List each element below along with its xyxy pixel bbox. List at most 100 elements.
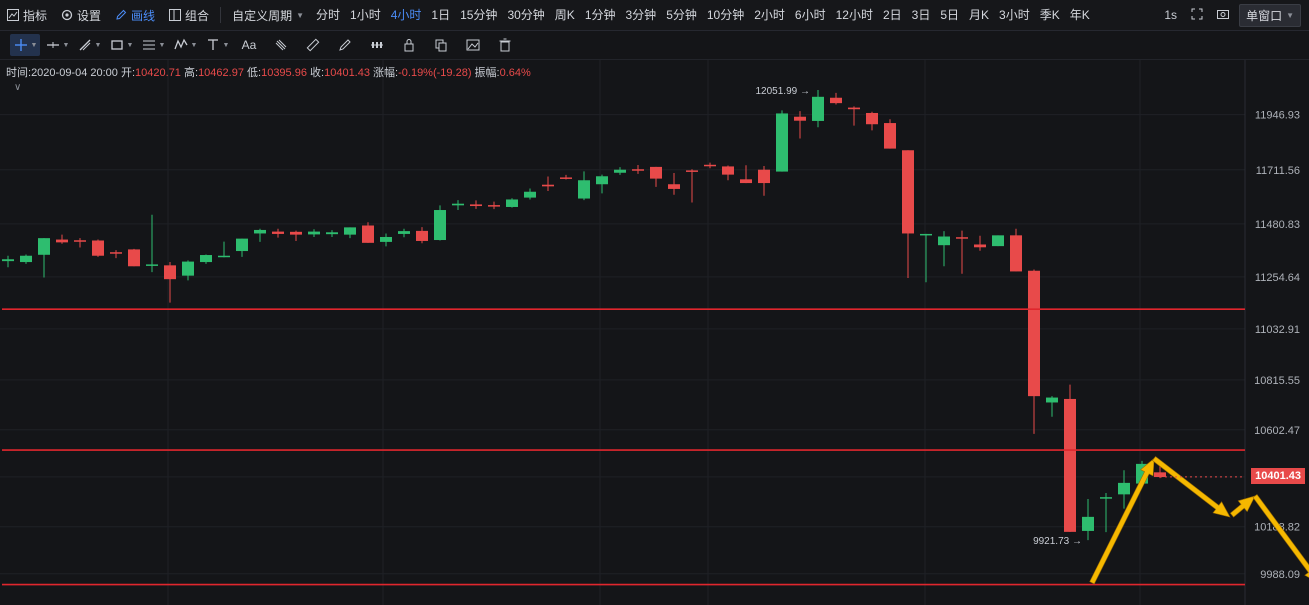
lock-drawings-tool[interactable] bbox=[362, 34, 392, 56]
trend-line-tool[interactable]: ▼ bbox=[74, 34, 104, 56]
candle-body bbox=[1010, 235, 1022, 272]
candle-body bbox=[380, 236, 392, 242]
candle-body bbox=[20, 255, 32, 263]
period-option[interactable]: 3小时 bbox=[999, 8, 1030, 22]
candle-body bbox=[650, 166, 662, 179]
candle-body bbox=[326, 232, 338, 235]
indicator-label: 指标 bbox=[23, 8, 48, 23]
text-tool[interactable]: Aa bbox=[234, 34, 264, 56]
candle-body bbox=[794, 116, 806, 121]
combo-button[interactable]: 组合 bbox=[162, 0, 216, 30]
custom-period-dropdown[interactable]: 自定义周期 ▼ bbox=[225, 0, 311, 30]
projection-arrow-target bbox=[1252, 494, 1309, 578]
window-mode-select[interactable]: 单窗口 ▼ bbox=[1239, 3, 1301, 27]
settings-button[interactable]: 设置 bbox=[54, 0, 108, 30]
candle-body bbox=[938, 236, 950, 246]
lock-icon bbox=[404, 39, 414, 52]
fibonacci-tool[interactable]: ▼ bbox=[138, 34, 168, 56]
period-option[interactable]: 6小时 bbox=[794, 8, 826, 22]
candle-body bbox=[290, 231, 302, 235]
candle-body bbox=[578, 180, 590, 199]
caret-down-icon: ▼ bbox=[296, 10, 304, 20]
ruler-tool[interactable] bbox=[298, 34, 328, 56]
change-value: -0.19%(-19.28) bbox=[398, 67, 472, 79]
candle-body bbox=[956, 237, 968, 239]
candle-body bbox=[632, 169, 644, 171]
candle-body bbox=[524, 191, 536, 198]
interval-button[interactable]: 1s bbox=[1164, 8, 1178, 22]
period-option[interactable]: 3日 bbox=[911, 8, 931, 22]
crosshair-icon bbox=[14, 39, 27, 51]
copy-tool[interactable] bbox=[426, 34, 456, 56]
max-price-marker: 12051.99 → bbox=[756, 86, 811, 97]
text-tool-label: Aa bbox=[241, 38, 257, 52]
period-option[interactable]: 分时 bbox=[316, 8, 341, 22]
period-option[interactable]: 季K bbox=[1039, 8, 1060, 22]
current-price-tag: 10401.43 bbox=[1251, 467, 1305, 484]
period-option[interactable]: 年K bbox=[1069, 8, 1090, 22]
y-tick-label: 11711.56 bbox=[1256, 165, 1300, 177]
candle-body bbox=[866, 112, 878, 125]
candle-body bbox=[236, 238, 248, 252]
lock-tool[interactable] bbox=[394, 34, 424, 56]
fibonacci-icon bbox=[142, 40, 155, 50]
period-option[interactable]: 1小时 bbox=[350, 8, 381, 22]
candle-body bbox=[992, 235, 1004, 247]
candle-body bbox=[614, 169, 626, 173]
period-option[interactable]: 1日 bbox=[431, 8, 451, 22]
period-list: 分时 1小时 4小时 1日 15分钟 30分钟 周K 1分钟 3分钟 5分钟 10分钟 2小时 6小时 1… bbox=[311, 0, 1095, 30]
brush-tool[interactable] bbox=[330, 34, 360, 56]
period-option[interactable]: 10分钟 bbox=[706, 8, 745, 22]
close-value: 10401.43 bbox=[324, 67, 370, 79]
period-option[interactable]: 2小时 bbox=[754, 8, 785, 22]
candle-body bbox=[218, 255, 230, 258]
period-option[interactable]: 12小时 bbox=[835, 8, 873, 22]
screenshot-icon[interactable] bbox=[1213, 8, 1233, 23]
period-option[interactable]: 5分钟 bbox=[666, 8, 697, 22]
candlestick-chart[interactable]: 11946.93 11711.56 11480.83 11254.64 11032.91… bbox=[0, 60, 1309, 605]
magnet-tool[interactable] bbox=[266, 34, 296, 56]
time-label: 时间: bbox=[6, 67, 32, 79]
y-tick-label: 9988.09 bbox=[1260, 569, 1300, 581]
wave-tool[interactable]: ▼ bbox=[170, 34, 200, 56]
period-option[interactable]: 周K bbox=[554, 8, 575, 22]
period-option[interactable]: 30分钟 bbox=[507, 8, 545, 22]
rectangle-icon bbox=[110, 40, 123, 50]
candle-body bbox=[362, 225, 374, 243]
bars-icon bbox=[371, 42, 383, 48]
hide-drawings-tool[interactable] bbox=[458, 34, 488, 56]
period-option[interactable]: 3分钟 bbox=[625, 8, 657, 22]
candle-body bbox=[272, 231, 284, 234]
period-option[interactable]: 4小时 bbox=[390, 8, 422, 22]
period-option[interactable]: 1分钟 bbox=[584, 8, 616, 22]
delete-drawings-tool[interactable] bbox=[490, 34, 520, 56]
candle-body bbox=[434, 210, 446, 241]
candle-body bbox=[668, 184, 680, 189]
candle-body bbox=[416, 230, 428, 241]
candle-body bbox=[974, 244, 986, 248]
caret-down-icon: ▼ bbox=[30, 41, 38, 49]
draw-line-label: 画线 bbox=[131, 8, 156, 23]
draw-line-button[interactable]: 画线 bbox=[108, 0, 162, 30]
candle-body bbox=[1046, 397, 1058, 403]
projection-arrow-down bbox=[1152, 456, 1231, 518]
horizontal-line-tool[interactable]: ▼ bbox=[42, 34, 72, 56]
period-option[interactable]: 月K bbox=[969, 8, 990, 22]
candle-body bbox=[920, 233, 932, 236]
rectangle-tool[interactable]: ▼ bbox=[106, 34, 136, 56]
candle-body bbox=[1082, 516, 1094, 531]
period-option[interactable]: 5日 bbox=[940, 8, 960, 22]
crosshair-tool[interactable]: ▼ bbox=[10, 34, 40, 56]
candle-body bbox=[110, 252, 122, 254]
ohlc-info-bar: 时间:2020-09-04 20:00 开:10420.71 高:10462.9… bbox=[6, 64, 531, 80]
caret-down-icon: ▼ bbox=[62, 41, 70, 49]
period-option[interactable]: 15分钟 bbox=[460, 8, 498, 22]
candle-body bbox=[470, 204, 482, 207]
ruler-icon bbox=[306, 38, 320, 52]
fullscreen-icon[interactable] bbox=[1187, 8, 1207, 23]
indicator-button[interactable]: 指标 bbox=[0, 0, 54, 30]
period-option[interactable]: 2日 bbox=[882, 8, 902, 22]
measure-tool[interactable]: ▼ bbox=[202, 34, 232, 56]
low-label: 低: bbox=[247, 67, 262, 79]
collapse-chevron-icon[interactable]: ∨ bbox=[14, 82, 22, 93]
